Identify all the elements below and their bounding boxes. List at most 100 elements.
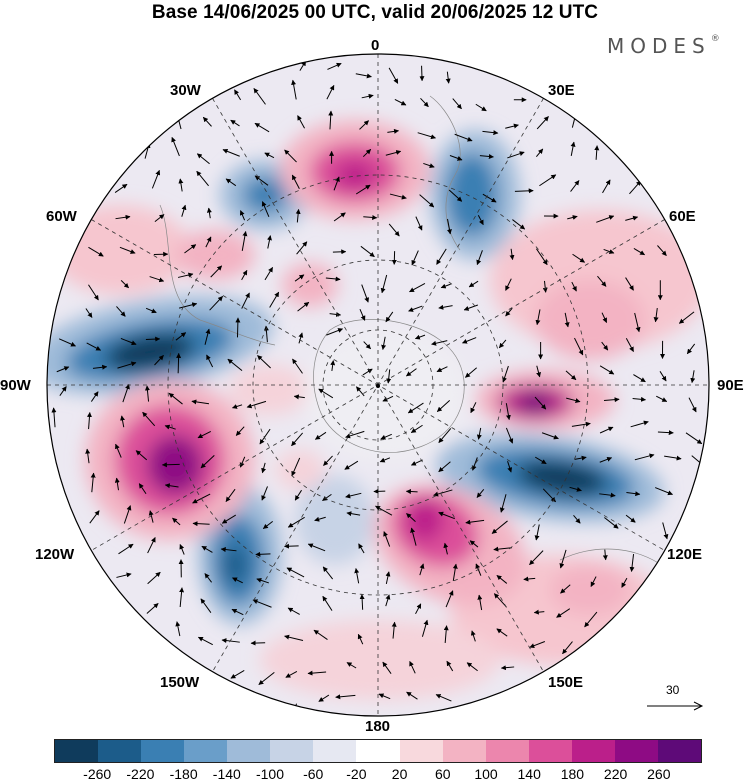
wind-vector <box>505 427 514 444</box>
wind-vector <box>599 365 615 375</box>
wind-vector <box>380 433 392 440</box>
wind-vector <box>88 284 99 301</box>
wind-vector <box>51 407 57 428</box>
wind-vector <box>267 235 272 249</box>
wind-vector <box>407 402 424 414</box>
wind-vector <box>117 361 137 369</box>
wind-vector <box>85 448 91 464</box>
wind-vector <box>601 341 609 351</box>
wind-vector <box>56 366 70 373</box>
wind-vector <box>235 317 241 338</box>
wind-vector <box>405 489 418 495</box>
wind-vector <box>58 338 76 347</box>
wind-vector <box>678 311 695 324</box>
wind-vector <box>291 432 304 447</box>
wind-vector <box>603 248 615 254</box>
wind-vector <box>256 577 269 584</box>
wind-vector <box>629 554 635 572</box>
wind-vector <box>122 383 130 403</box>
wind-vector <box>196 153 210 165</box>
wind-vector <box>685 432 703 445</box>
wind-vector <box>363 214 378 220</box>
wind-vector <box>135 450 148 461</box>
wind-vector <box>507 151 525 159</box>
wind-vector <box>307 670 327 676</box>
wind-vector <box>625 215 639 221</box>
wind-vector <box>431 340 448 346</box>
wind-vector <box>452 98 462 110</box>
wind-vector <box>596 215 615 223</box>
wind-vector <box>625 277 634 291</box>
wind-vector <box>175 332 187 341</box>
wind-vector <box>191 399 210 405</box>
wind-vector <box>419 194 435 208</box>
wind-vector <box>362 368 373 376</box>
colorbar-tick-label: -60 <box>303 766 324 782</box>
colorbar-tick-label: 100 <box>474 766 498 782</box>
reference-vector-arrow <box>647 701 704 711</box>
wind-vector <box>241 269 248 281</box>
wind-vector <box>405 368 417 377</box>
wind-vector <box>382 661 392 675</box>
lon-label-0: 0 <box>371 37 380 54</box>
wind-vector <box>534 396 547 410</box>
wind-vector <box>448 189 463 202</box>
wind-vector <box>633 374 646 383</box>
wind-vector <box>505 403 511 421</box>
wind-vector <box>360 245 375 258</box>
wind-vector <box>502 365 509 383</box>
wind-vector <box>629 180 642 195</box>
wind-vector <box>328 110 334 130</box>
wind-vector <box>411 250 419 266</box>
wind-vector <box>90 391 99 402</box>
colorbar-tick-label: -140 <box>212 766 241 782</box>
wind-vector <box>241 231 248 251</box>
colorbar-swatch <box>356 740 400 762</box>
wind-vector <box>475 103 487 112</box>
wind-vector <box>115 443 122 458</box>
wind-vector <box>477 594 483 611</box>
wind-vector <box>496 575 508 584</box>
wind-vector <box>227 358 243 371</box>
wind-vector <box>470 630 476 642</box>
wind-vector <box>656 395 668 402</box>
wind-vector <box>355 184 371 195</box>
wind-vector <box>436 399 451 412</box>
wind-vector <box>259 428 271 445</box>
wind-vector <box>505 278 512 291</box>
wind-vector <box>230 119 240 127</box>
lon-label-60e: 60E <box>669 208 696 225</box>
wind-vector <box>571 421 591 427</box>
wind-vector <box>445 71 451 84</box>
wind-vector <box>151 169 161 189</box>
wind-vector <box>462 337 477 344</box>
colorbar-tick-label: -180 <box>169 766 198 782</box>
wind-vector <box>114 477 120 491</box>
colorbar-tick-label: -20 <box>346 766 367 782</box>
colorbar-tick-label: -220 <box>126 766 155 782</box>
colorbar-tick-label: 260 <box>647 766 671 782</box>
wind-vector <box>294 489 302 501</box>
wind-vector <box>471 457 478 471</box>
wind-vector <box>379 457 391 463</box>
wind-vector <box>410 527 417 546</box>
wind-vector <box>626 491 641 497</box>
wind-vector <box>569 486 582 492</box>
wind-vector <box>291 79 297 100</box>
wind-vector <box>534 524 540 541</box>
wind-vector <box>686 343 696 355</box>
reference-vector-label: 30 <box>666 683 680 697</box>
wind-vector <box>286 567 305 578</box>
wind-vector <box>539 174 557 187</box>
wind-vector <box>523 576 536 582</box>
wind-vector <box>264 266 274 281</box>
brand-logo: MODES® <box>607 34 720 58</box>
wind-vector <box>298 332 304 344</box>
wind-vector <box>146 603 159 614</box>
wind-vector <box>246 400 267 409</box>
wind-vector <box>574 455 587 461</box>
colorbar-swatch <box>184 740 228 762</box>
wind-vector <box>261 486 268 501</box>
wind-vector <box>357 633 364 645</box>
